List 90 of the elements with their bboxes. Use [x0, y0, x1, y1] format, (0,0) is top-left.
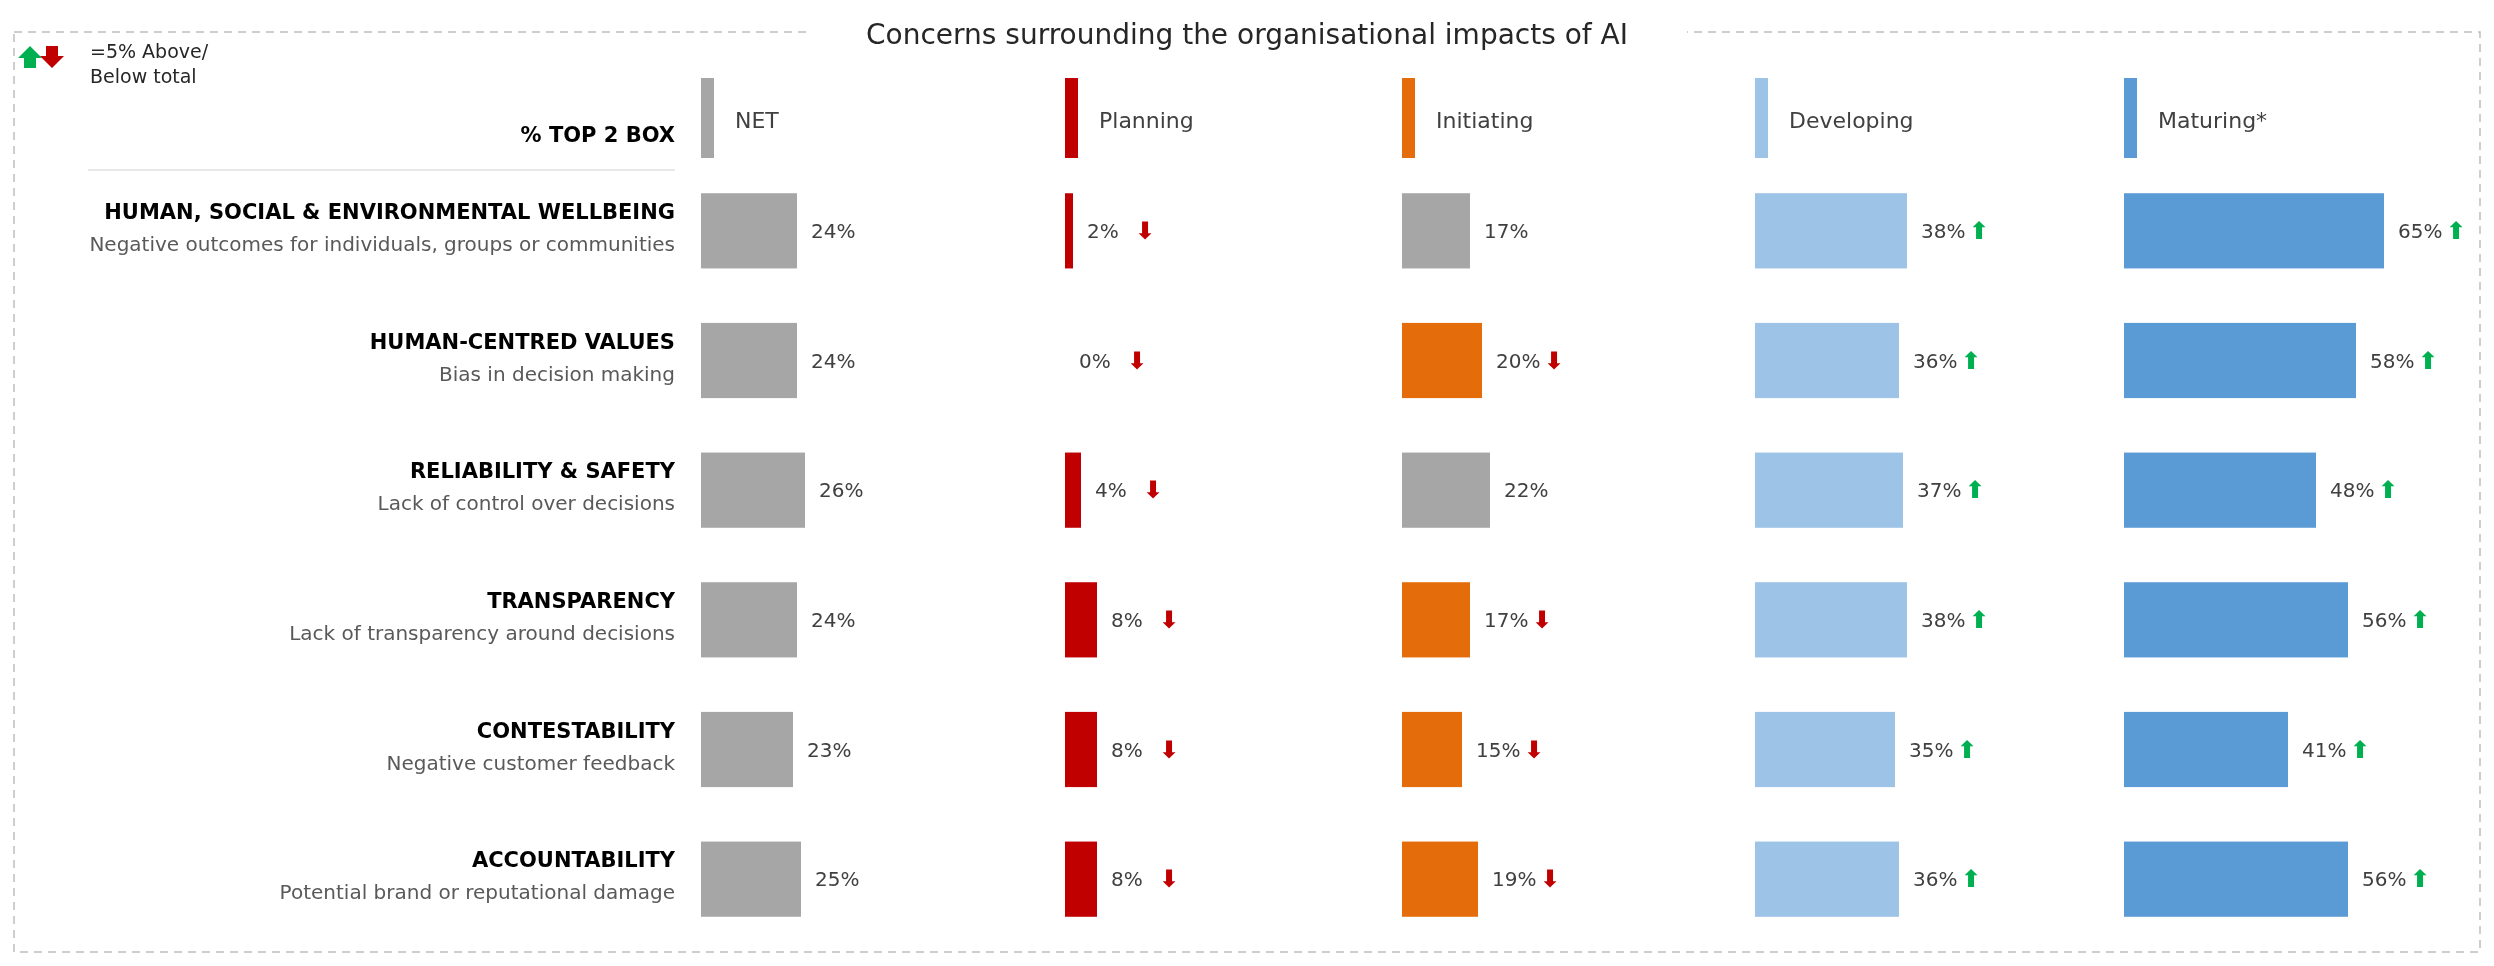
data-label: 56%	[2362, 867, 2407, 892]
annotation: ⬆	[1969, 605, 1990, 634]
bar	[701, 841, 801, 917]
data-label: 26%	[819, 478, 864, 503]
annotation: ⬇	[1127, 346, 1148, 375]
annotation: ⬆	[1961, 346, 1982, 375]
bar	[701, 452, 805, 528]
annotation: ⬇	[1532, 605, 1553, 634]
y-tick-label: RELIABILITY & SAFETY Lack of control over decisions	[377, 459, 676, 516]
y-axis-title: % TOP 2 BOX	[520, 123, 675, 147]
text: NET	[735, 107, 780, 133]
data-label: 24%	[811, 218, 856, 243]
data-label: 35%	[1909, 737, 1954, 762]
data-label: 23%	[807, 737, 852, 762]
data-label: 38%	[1921, 607, 1966, 632]
y-tick-label: ACCOUNTABILITY Potential brand or reputational damage	[279, 848, 676, 905]
y-tick-label: HUMAN-CENTRED VALUES Bias in decision making	[369, 329, 675, 386]
annotation: ⬇	[1159, 865, 1180, 894]
bar	[1755, 452, 1903, 528]
data-label: 36%	[1913, 348, 1958, 373]
bar	[701, 322, 797, 399]
annotation: ⬆	[1961, 865, 1982, 894]
data-label: 20%	[1496, 348, 1541, 373]
data-label: 22%	[1504, 478, 1549, 503]
text: Maturing*	[2158, 107, 2268, 133]
data-label: 36%	[1913, 867, 1958, 892]
bar	[1402, 841, 1478, 917]
data-label: 4%	[1095, 478, 1127, 503]
data-label: 24%	[811, 607, 856, 632]
bar	[701, 582, 797, 658]
y-tick-label: TRANSPARENCY Lack of transparency around decisions	[289, 588, 676, 645]
bar	[1402, 452, 1490, 528]
bar	[1755, 193, 1907, 269]
y-tick-label: CONTESTABILITY Negative customer feedback	[386, 718, 676, 775]
annotation: ⬆	[2410, 605, 2431, 634]
bar	[2124, 841, 2348, 917]
annotation: ⬆	[2418, 346, 2439, 375]
text: =5% Above/ Below total	[90, 40, 209, 87]
bar	[1402, 582, 1470, 658]
bar	[701, 711, 793, 788]
annotation: ⬆	[1969, 216, 1990, 245]
data-label: 8%	[1111, 867, 1143, 892]
data-label: 0%	[1079, 348, 1111, 373]
text: Initiating	[1436, 107, 1534, 133]
data-label: 17%	[1484, 607, 1529, 632]
data-label: 48%	[2330, 478, 2375, 503]
bar	[2124, 582, 2348, 658]
data-label: 8%	[1111, 737, 1143, 762]
data-label: 2%	[1087, 218, 1119, 243]
data-label: 15%	[1476, 737, 1521, 762]
annotation: ⬇	[1143, 476, 1164, 505]
y-tick-label: HUMAN, SOCIAL & ENVIRONMENTAL WELLBEING Negative outcomes for individuals, groups or communities	[89, 199, 675, 256]
annotation: ⬆	[2378, 476, 2399, 505]
bar	[2124, 193, 2384, 269]
bar	[1755, 711, 1895, 788]
annotation: ⬇	[1159, 735, 1180, 764]
data-label: 56%	[2362, 607, 2407, 632]
annotation: ⬆	[1957, 735, 1978, 764]
bar	[1402, 711, 1462, 788]
bar	[2124, 322, 2356, 399]
text: Developing	[1789, 107, 1914, 133]
annotation: ⬆	[2410, 865, 2431, 894]
data-label: 24%	[811, 348, 856, 373]
data-label: 38%	[1921, 218, 1966, 243]
data-label: 41%	[2302, 737, 2347, 762]
text: Planning	[1099, 107, 1194, 133]
annotation: ⬇	[1159, 605, 1180, 634]
bar	[2124, 452, 2316, 528]
annotation: ⬇	[1540, 865, 1561, 894]
annotation: ⬆	[2446, 216, 2467, 245]
data-label: 37%	[1917, 478, 1962, 503]
annotation: ⬆	[2350, 735, 2371, 764]
bar	[1755, 841, 1899, 917]
data-label: 65%	[2398, 218, 2443, 243]
data-label: 17%	[1484, 218, 1529, 243]
data-label: 8%	[1111, 607, 1143, 632]
annotation: ⬆	[1965, 476, 1986, 505]
bar	[1402, 193, 1470, 269]
bar	[1755, 322, 1899, 399]
bar	[701, 193, 797, 269]
text: Concerns surrounding the organisational impacts of AI	[866, 17, 1628, 51]
bar	[1402, 322, 1482, 399]
bar	[2124, 711, 2288, 788]
data-label: 58%	[2370, 348, 2415, 373]
annotation: ⬇	[1524, 735, 1545, 764]
annotation: ⬇	[1135, 216, 1156, 245]
annotation: ⬇	[1544, 346, 1565, 375]
data-label: 19%	[1492, 867, 1537, 892]
data-label: 25%	[815, 867, 860, 892]
bar	[1755, 582, 1907, 658]
